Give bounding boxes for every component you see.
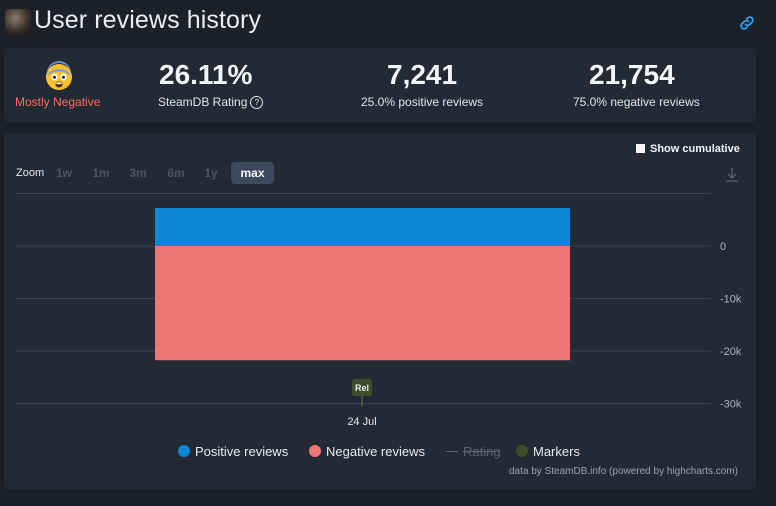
zoom-3m-button[interactable]: 3m	[129, 166, 147, 180]
negative-count: 21,754	[589, 59, 675, 90]
show-cumulative-checkbox[interactable]: Show cumulative	[636, 143, 740, 155]
help-icon[interactable]: ?	[250, 96, 264, 110]
legend-positive-reviews[interactable]: Positive reviews	[178, 444, 288, 459]
legend-label: Rating	[463, 444, 501, 459]
page-title: User reviews history	[34, 6, 262, 34]
y-tick-label: -30k	[720, 399, 742, 411]
positive-count: 7,241	[387, 59, 458, 90]
review-stats: Mostly Negative 26.11% SteamDB Rating? 7…	[4, 48, 756, 122]
zoom-1w-button[interactable]: 1w	[55, 166, 72, 180]
steamdb-rating-caption: SteamDB Rating?	[158, 95, 264, 110]
steamdb-rating-label: SteamDB Rating	[158, 95, 248, 109]
x-tick-label: 24 Jul	[347, 416, 376, 428]
reviews-chart: 0 -10k -20k -30k Rel 24 Jul	[16, 193, 742, 428]
legend-rating[interactable]: Rating	[446, 444, 501, 459]
chart-credits: data by SteamDB.info (powered by highcha…	[509, 466, 738, 477]
zoom-6m-button[interactable]: 6m	[167, 166, 185, 180]
y-tick-label: -10k	[720, 294, 742, 306]
negative-percent-label: 75.0% negative reviews	[573, 95, 700, 109]
y-tick-label: 0	[720, 241, 726, 253]
positive-bar	[155, 207, 570, 246]
legend-dot	[516, 445, 528, 457]
negative-bar	[155, 246, 570, 361]
legend-label: Markers	[533, 444, 580, 459]
link-icon[interactable]	[738, 14, 756, 32]
show-cumulative-label: Show cumulative	[650, 143, 740, 155]
legend-negative-reviews[interactable]: Negative reviews	[309, 444, 425, 459]
legend-dot	[309, 445, 321, 457]
legend-dot	[178, 445, 190, 457]
fearful-face-emoji	[46, 61, 72, 90]
release-marker-label: Rel	[355, 383, 369, 393]
release-marker	[352, 379, 372, 396]
header: User reviews history	[0, 0, 776, 46]
download-icon[interactable]	[723, 166, 741, 184]
chart-legend: Positive reviews Negative reviews Rating…	[4, 444, 756, 464]
reviews-chart-panel: Show cumulative Zoom 1w 1m 3m 6m 1y max …	[4, 133, 756, 489]
legend-line	[446, 451, 458, 452]
legend-label: Positive reviews	[195, 444, 289, 459]
legend-label: Negative reviews	[326, 444, 425, 459]
zoom-label: Zoom	[16, 167, 45, 179]
legend-markers[interactable]: Markers	[516, 444, 580, 459]
zoom-1y-button[interactable]: 1y	[204, 166, 218, 180]
game-avatar	[5, 9, 31, 35]
rating-verdict: Mostly Negative	[15, 95, 101, 109]
checkbox-box[interactable]	[636, 144, 645, 153]
zoom-1m-button[interactable]: 1m	[92, 166, 110, 180]
steamdb-rating-value: 26.11%	[159, 59, 253, 90]
positive-percent-label: 25.0% positive reviews	[361, 95, 484, 109]
y-tick-label: -20k	[720, 346, 742, 358]
zoom-max-button[interactable]: max	[231, 162, 274, 184]
